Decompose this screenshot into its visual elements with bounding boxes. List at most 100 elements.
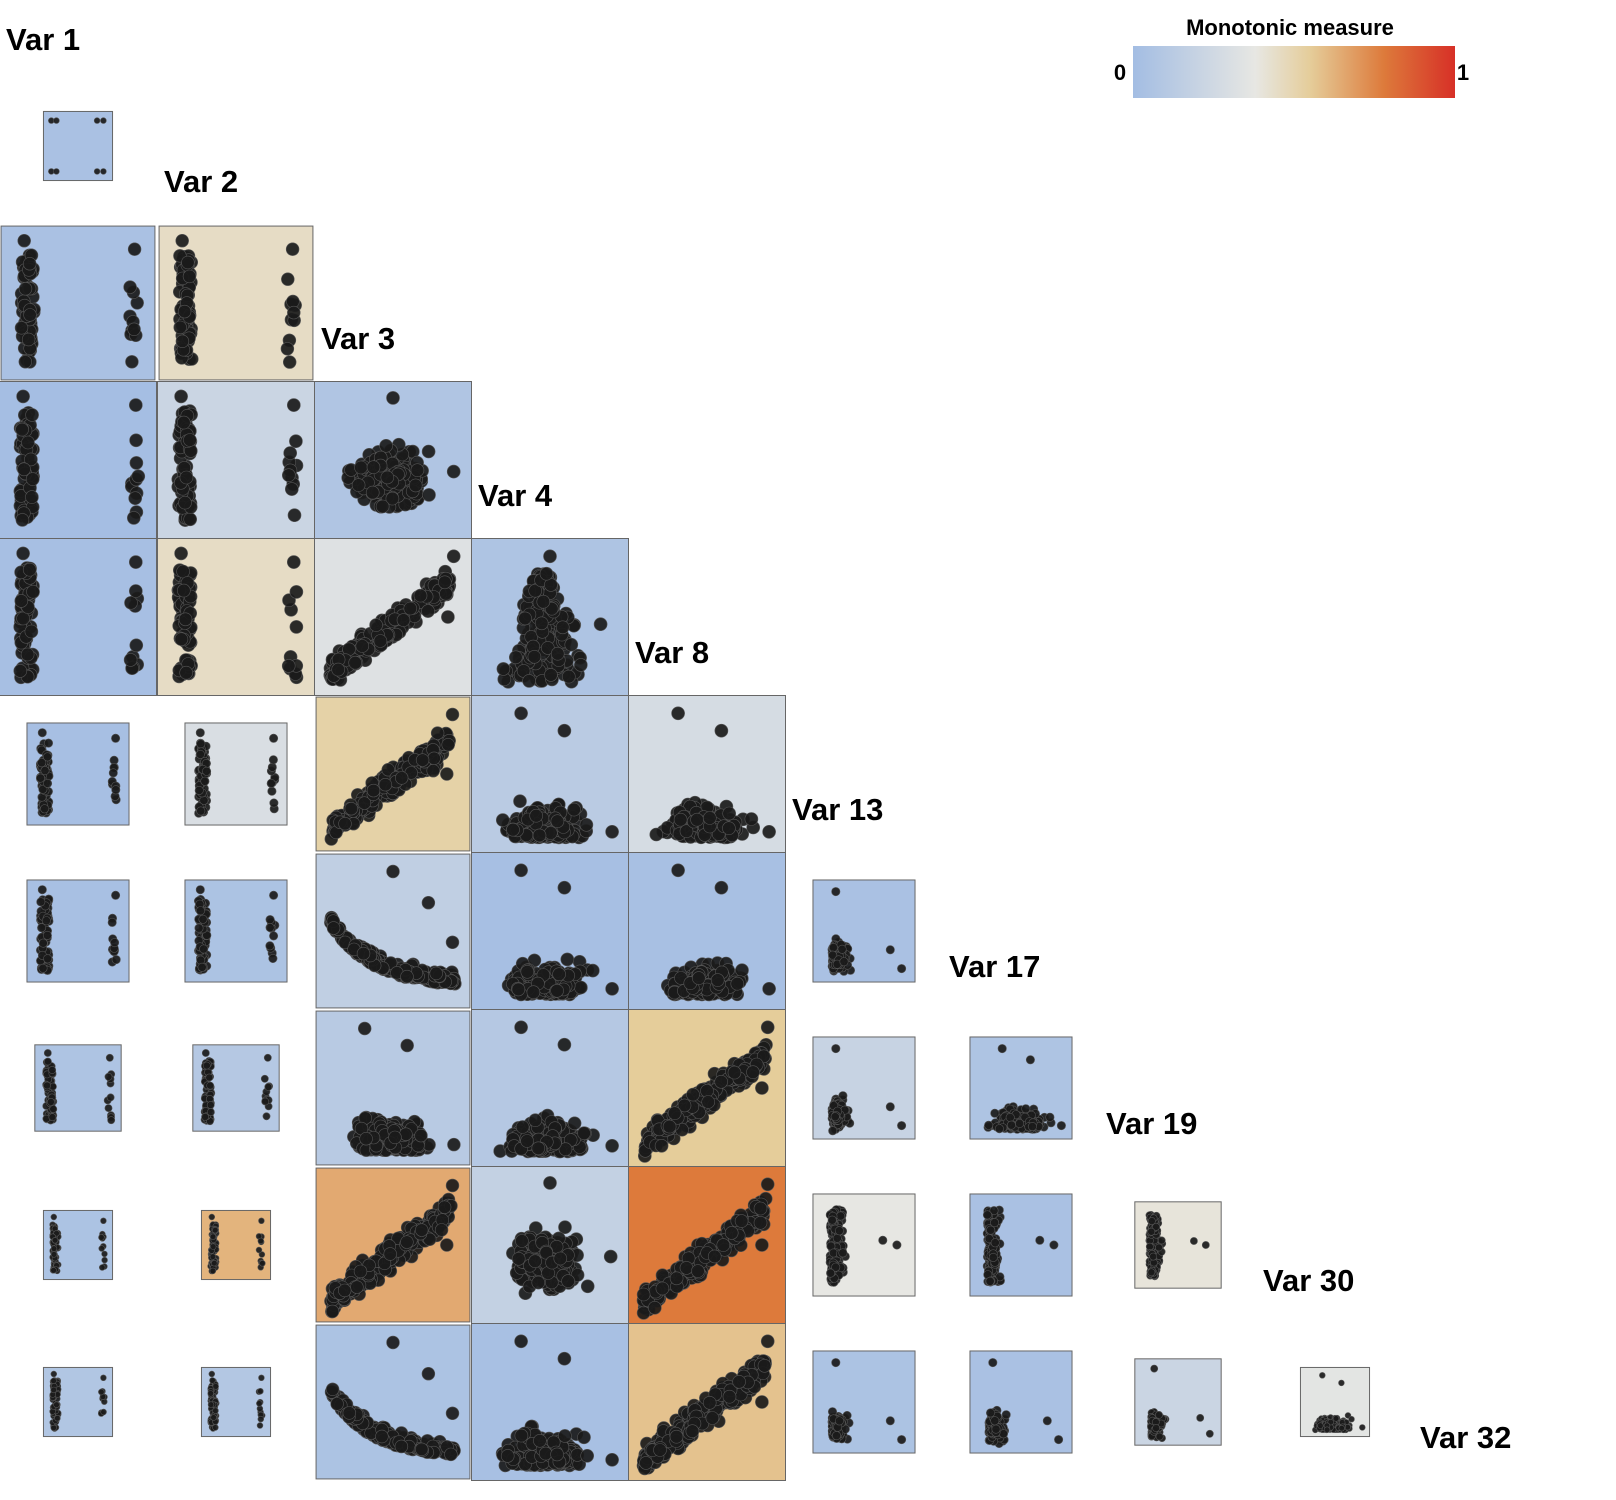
data-point [331,662,346,677]
data-point [553,1251,568,1266]
data-point [106,1093,115,1102]
data-point [174,546,188,561]
data-point [49,1105,58,1113]
data-point [567,802,581,817]
data-point [24,452,38,467]
cell-var-30-vs-var-4 [471,1166,629,1324]
data-point [1015,1119,1025,1129]
data-point [531,1141,546,1156]
data-point [281,468,296,483]
data-point [175,234,189,248]
data-point [564,637,579,652]
cell-var-4-vs-var-1 [0,381,157,539]
data-point [105,1053,114,1062]
data-point [383,1247,397,1261]
data-point [539,566,554,581]
data-point [43,738,53,748]
data-point [127,322,141,336]
data-point [511,982,526,997]
data-point [495,813,510,827]
data-point [176,564,190,579]
data-point [257,1237,264,1245]
data-point [561,669,576,684]
data-point [202,1061,211,1070]
data-point [178,495,192,510]
data-point [16,611,30,626]
data-point [413,588,428,603]
data-point [528,1254,542,1268]
data-point [47,1098,55,1106]
data-point [179,665,193,680]
cell-var-17-vs-var-2 [184,879,288,983]
data-point [209,1253,217,1260]
data-point [508,650,523,665]
data-point [14,594,29,608]
data-point [48,1113,57,1122]
data-point [37,728,47,738]
data-point [174,632,189,647]
data-point [701,1095,716,1109]
data-point [196,806,206,816]
data-point [429,966,443,981]
data-point [206,1108,215,1116]
data-point [990,1108,1000,1118]
data-point [289,585,304,599]
data-point [885,945,895,955]
data-point [506,822,520,837]
data-point [714,1075,729,1089]
data-point [325,1304,340,1319]
data-point [400,1038,414,1053]
data-point [177,304,192,319]
data-point [22,562,37,577]
data-point [198,914,208,924]
data-point [289,620,304,634]
data-point [518,611,532,626]
data-point [93,168,101,175]
data-point [441,737,455,752]
data-point [197,962,207,972]
data-point [380,470,395,485]
data-point [557,723,572,738]
data-point [195,749,205,759]
data-point [263,1053,272,1062]
data-point [605,1139,619,1153]
data-point [289,434,303,449]
data-point [515,1120,530,1134]
data-point [264,1083,273,1091]
data-point [51,1237,59,1244]
cell-var-4-vs-var-2 [157,381,315,539]
data-point [1025,1055,1035,1065]
data-point [593,617,608,632]
cell-var-13-vs-var-8 [628,695,786,853]
data-point [111,955,121,965]
data-point [98,1264,106,1271]
data-point [181,255,195,270]
cell-var-19-vs-var-4 [471,1009,629,1167]
data-point [831,1044,841,1054]
data-point [558,1220,572,1234]
cell-var-8-vs-var-4 [471,538,629,696]
data-point [730,976,745,991]
data-point [531,1275,546,1290]
cell-var-2-vs-var-1 [42,110,114,182]
data-point [24,624,39,639]
data-point [379,438,393,453]
data-point [557,1037,572,1052]
data-point [26,584,40,599]
data-point [174,389,188,404]
data-point [355,639,370,653]
data-point [178,612,193,627]
data-point [755,1081,769,1095]
data-point [395,771,409,785]
data-point [101,1250,108,1258]
data-point [104,1072,113,1081]
data-point [21,332,36,347]
data-point [196,739,206,749]
data-point [385,491,400,506]
data-point [177,415,191,430]
data-point [283,446,298,460]
data-point [38,963,48,973]
data-point [38,938,48,948]
data-point [439,586,453,601]
data-point [410,463,425,478]
